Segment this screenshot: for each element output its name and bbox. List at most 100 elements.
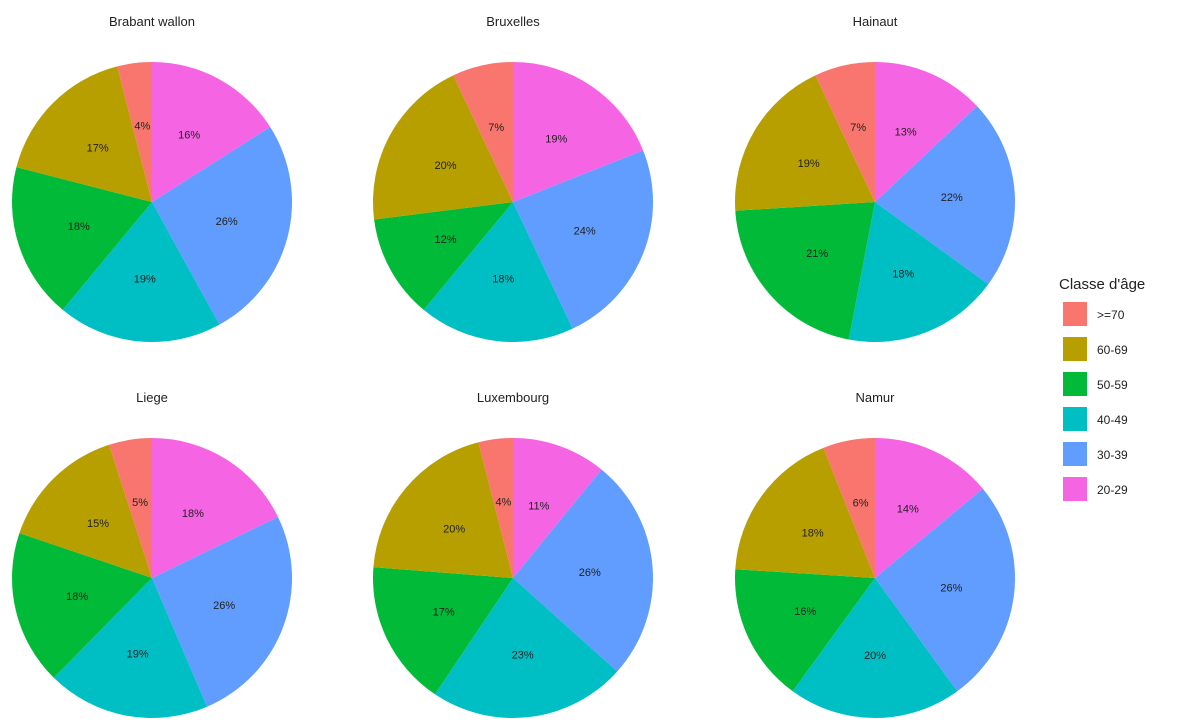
slice-liege-50-59 xyxy=(11,533,152,678)
legend-swatch-30-39 xyxy=(1063,442,1087,466)
slice-bruxelles-20-29 xyxy=(513,61,644,202)
pie-panels: Brabant wallon 16% 26% 19% 18% 17% 4% Bruxelles… xyxy=(11,14,1016,718)
slice-brabant-wallon-ge70 xyxy=(117,62,152,202)
slice-hainaut-20-29 xyxy=(875,62,978,202)
legend-label-50-59: 50-59 xyxy=(1097,378,1128,392)
pie-panel-brabant-wallon: Brabant wallon 16% 26% 19% 18% 17% 4% xyxy=(12,14,293,342)
panel-title-namur: Namur xyxy=(855,390,895,405)
pie-panel-liege: Liege 18% 26% 19% 18% 15% 5% xyxy=(11,390,292,718)
slice-label-bruxelles-ge70: 7% xyxy=(488,122,504,134)
slice-brabant-wallon-20-29 xyxy=(152,61,271,202)
slice-hainaut-60-69 xyxy=(735,75,875,211)
legend: Classe d'âge >=70 60-69 50-59 40-49 30-39 20-… xyxy=(1059,276,1145,501)
slice-luxembourg-30-39 xyxy=(513,469,653,672)
legend-swatch-40-49 xyxy=(1063,407,1087,431)
slice-label-hainaut-50-59: 21% xyxy=(806,248,828,260)
slice-label-liege-30-39: 26% xyxy=(213,600,235,612)
legend-swatch-60-69 xyxy=(1063,337,1087,361)
slice-brabant-wallon-50-59 xyxy=(12,167,152,310)
slice-label-hainaut-60-69: 19% xyxy=(798,158,820,170)
slice-label-brabant-wallon-40-49: 19% xyxy=(134,274,156,286)
slice-luxembourg-50-59 xyxy=(372,567,513,695)
legend-title: Classe d'âge xyxy=(1059,276,1145,293)
slice-bruxelles-40-49 xyxy=(423,202,573,343)
slice-label-luxembourg-30-39: 26% xyxy=(579,567,601,579)
slice-label-brabant-wallon-50-59: 18% xyxy=(68,221,90,233)
slice-label-brabant-wallon-60-69: 17% xyxy=(87,143,109,155)
pie-panel-bruxelles: Bruxelles 19% 24% 18% 12% 20% 7% xyxy=(372,14,654,343)
legend-swatch-20-29 xyxy=(1063,477,1087,501)
slice-luxembourg-40-49 xyxy=(434,578,618,718)
slice-label-liege-60-69: 15% xyxy=(87,518,109,530)
slice-label-liege-20-29: 18% xyxy=(182,508,204,520)
legend-swatch-ge70 xyxy=(1063,302,1087,326)
slice-brabant-wallon-40-49 xyxy=(62,202,220,342)
slice-hainaut-40-49 xyxy=(848,202,989,342)
pie-panel-namur: Namur 14% 26% 20% 16% 18% 6% xyxy=(735,390,1015,718)
legend-label-30-39: 30-39 xyxy=(1097,448,1128,462)
legend-label-40-49: 40-49 xyxy=(1097,413,1128,427)
slice-label-hainaut-30-39: 22% xyxy=(941,192,963,204)
slice-label-namur-30-39: 26% xyxy=(940,583,962,595)
slice-luxembourg-ge70 xyxy=(478,438,513,578)
slice-liege-40-49 xyxy=(53,578,208,718)
slice-label-bruxelles-50-59: 12% xyxy=(434,234,456,246)
slice-liege-ge70 xyxy=(109,438,152,578)
slice-label-namur-20-29: 14% xyxy=(897,503,919,515)
legend-entries: >=70 60-69 50-59 40-49 30-39 20-29 xyxy=(1063,302,1128,501)
slice-label-luxembourg-ge70: 4% xyxy=(495,497,511,509)
slice-namur-30-39 xyxy=(875,488,1015,692)
slice-brabant-wallon-60-69 xyxy=(16,66,153,203)
slice-brabant-wallon-30-39 xyxy=(152,126,293,325)
pie-panel-luxembourg: Luxembourg 11% 26% 23% 17% 20% 4% xyxy=(372,390,653,718)
slice-luxembourg-60-69 xyxy=(373,442,513,578)
slice-namur-ge70 xyxy=(823,438,875,578)
slice-bruxelles-ge70 xyxy=(453,62,513,202)
slice-liege-30-39 xyxy=(152,516,292,707)
panel-title-brabant-wallon: Brabant wallon xyxy=(109,14,195,29)
slice-hainaut-ge70 xyxy=(815,62,875,202)
slice-label-hainaut-ge70: 7% xyxy=(850,122,866,134)
slice-label-liege-50-59: 18% xyxy=(66,591,88,603)
slice-namur-40-49 xyxy=(792,578,958,718)
slice-bruxelles-50-59 xyxy=(374,202,513,310)
slice-label-hainaut-20-29: 13% xyxy=(895,126,917,138)
slice-label-brabant-wallon-ge70: 4% xyxy=(134,121,150,133)
slice-hainaut-50-59 xyxy=(735,202,875,340)
slice-label-hainaut-40-49: 18% xyxy=(892,269,914,281)
slice-label-namur-50-59: 16% xyxy=(794,606,816,618)
legend-label-60-69: 60-69 xyxy=(1097,343,1128,357)
slice-label-bruxelles-60-69: 20% xyxy=(434,160,456,172)
legend-swatch-50-59 xyxy=(1063,372,1087,396)
slice-bruxelles-60-69 xyxy=(372,75,513,220)
slice-liege-20-29 xyxy=(152,438,278,578)
slice-luxembourg-20-29 xyxy=(513,438,602,578)
slice-label-bruxelles-20-29: 19% xyxy=(545,133,567,145)
slice-label-luxembourg-40-49: 23% xyxy=(512,649,534,661)
slice-label-namur-40-49: 20% xyxy=(864,650,886,662)
slice-namur-50-59 xyxy=(735,569,875,692)
slice-label-luxembourg-60-69: 20% xyxy=(443,523,465,535)
panel-title-bruxelles: Bruxelles xyxy=(486,14,540,29)
legend-label-ge70: >=70 xyxy=(1097,308,1125,322)
slice-label-namur-ge70: 6% xyxy=(853,497,869,509)
slice-liege-60-69 xyxy=(19,444,153,578)
slice-hainaut-30-39 xyxy=(875,106,1016,285)
slice-label-brabant-wallon-30-39: 26% xyxy=(216,216,238,228)
panel-title-luxembourg: Luxembourg xyxy=(477,390,549,405)
slice-label-liege-40-49: 19% xyxy=(127,649,149,661)
panel-title-liege: Liege xyxy=(136,390,168,405)
legend-label-20-29: 20-29 xyxy=(1097,483,1128,497)
panel-title-hainaut: Hainaut xyxy=(853,14,898,29)
slice-namur-60-69 xyxy=(735,447,875,578)
slice-label-liege-ge70: 5% xyxy=(132,497,148,509)
slice-namur-20-29 xyxy=(875,438,983,578)
slice-bruxelles-30-39 xyxy=(513,150,654,329)
slice-label-bruxelles-40-49: 18% xyxy=(492,273,514,285)
slice-label-luxembourg-20-29: 11% xyxy=(528,501,549,513)
slice-label-bruxelles-30-39: 24% xyxy=(574,225,596,237)
slice-label-luxembourg-50-59: 17% xyxy=(433,607,455,619)
slice-label-brabant-wallon-20-29: 16% xyxy=(178,130,200,142)
slice-label-namur-60-69: 18% xyxy=(802,528,824,540)
